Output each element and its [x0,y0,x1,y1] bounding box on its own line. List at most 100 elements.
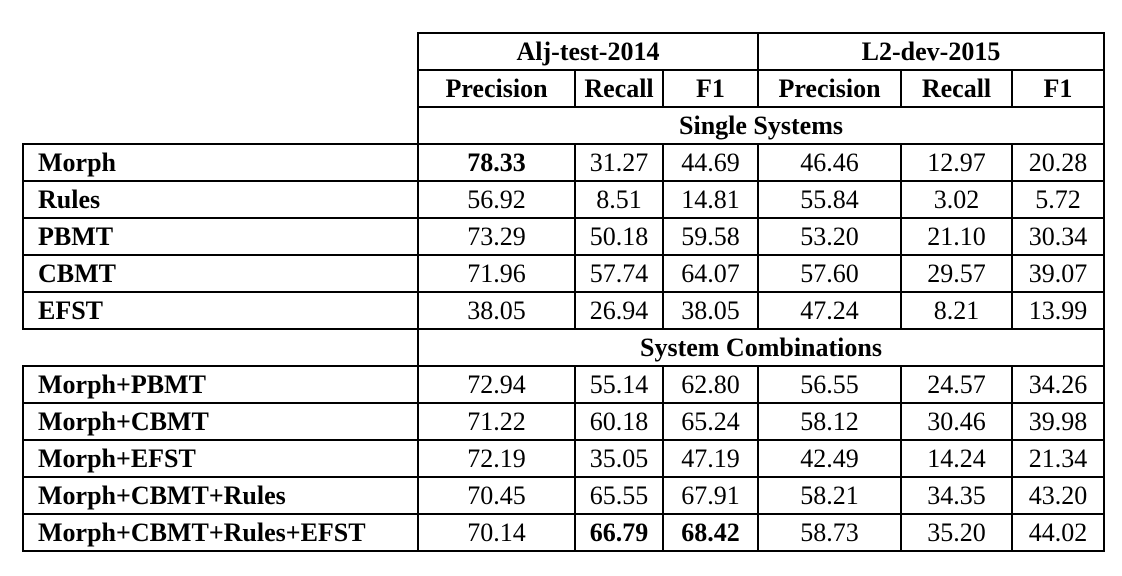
l2-f1-cell: 39.07 [1011,254,1105,293]
system-name-cell: PBMT [22,217,419,256]
alj-precision-cell: 71.22 [417,402,576,441]
corner-blank-cell [23,33,418,70]
alj-recall-cell: 55.14 [574,365,664,404]
l2-f1-cell: 44.02 [1011,513,1105,552]
l2-precision-cell: 58.12 [757,402,902,441]
l2-f1-cell: 30.34 [1011,217,1105,256]
alj-f1-cell: 64.07 [662,254,759,293]
l2-precision-cell: 47.24 [757,291,902,330]
table-row: Morph+EFST 72.19 35.05 47.19 42.49 14.24 21.34 [22,439,1105,478]
alj-precision-cell: 73.29 [417,217,576,256]
l2-f1-cell: 5.72 [1011,180,1105,219]
system-name-cell: EFST [22,291,419,330]
l2-precision-cell: 53.20 [757,217,902,256]
l2-precision-cell: 56.55 [757,365,902,404]
alj-f1-cell: 47.19 [662,439,759,478]
l2-recall-cell: 24.57 [900,365,1013,404]
l2-precision-cell: 58.21 [757,476,902,515]
system-name-cell: Morph+CBMT+Rules+EFST [22,513,419,552]
alj-precision-cell: 56.92 [417,180,576,219]
table-row: Morph+CBMT+Rules 70.45 65.55 67.91 58.21 34.3… [22,476,1105,515]
group-header-l2-dev-2015: L2-dev-2015 [757,32,1105,71]
l2-recall-cell: 14.24 [900,439,1013,478]
table-row: CBMT 71.96 57.74 64.07 57.60 29.57 39.07 [22,254,1105,293]
table-row: Morph+PBMT 72.94 55.14 62.80 56.55 24.57 34.26 [22,365,1105,404]
system-name-cell: Rules [22,180,419,219]
table-row: Morph 78.33 31.27 44.69 46.46 12.97 20.28 [22,143,1105,182]
alj-precision-cell: 72.94 [417,365,576,404]
table-row: Rules 56.92 8.51 14.81 55.84 3.02 5.72 [22,180,1105,219]
l2-recall-cell: 34.35 [900,476,1013,515]
l2-recall-cell: 12.97 [900,143,1013,182]
group-header-alj-test-2014: Alj-test-2014 [417,32,759,71]
section-header-row: System Combinations [23,328,1105,367]
alj-recall-cell: 35.05 [574,439,664,478]
column-header-precision: Precision [757,69,902,108]
l2-f1-cell: 43.20 [1011,476,1105,515]
l2-recall-cell: 8.21 [900,291,1013,330]
alj-f1-cell: 14.81 [662,180,759,219]
results-table: Alj-test-2014 L2-dev-2015 Precision Reca… [22,32,1105,552]
l2-recall-cell: 21.10 [900,217,1013,256]
l2-f1-cell: 34.26 [1011,365,1105,404]
l2-precision-cell: 58.73 [757,513,902,552]
system-name-cell: Morph+EFST [22,439,419,478]
alj-recall-cell: 65.55 [574,476,664,515]
section-header-row: Single Systems [23,106,1105,145]
alj-precision-cell: 72.19 [417,439,576,478]
l2-precision-cell: 42.49 [757,439,902,478]
alj-precision-cell: 78.33 [417,143,576,182]
l2-precision-cell: 55.84 [757,180,902,219]
system-name-cell: Morph+CBMT+Rules [22,476,419,515]
column-header-f1: F1 [662,69,759,108]
section-title: System Combinations [417,328,1105,367]
alj-recall-cell: 60.18 [574,402,664,441]
system-name-cell: Morph+PBMT [22,365,419,404]
alj-f1-cell: 62.80 [662,365,759,404]
results-table-body: Alj-test-2014 L2-dev-2015 Precision Reca… [22,32,1105,552]
l2-precision-cell: 46.46 [757,143,902,182]
alj-recall-cell: 26.94 [574,291,664,330]
group-header-row: Alj-test-2014 L2-dev-2015 [23,32,1105,71]
l2-f1-cell: 20.28 [1011,143,1105,182]
alj-precision-cell: 38.05 [417,291,576,330]
table-row: Morph+CBMT 71.22 60.18 65.24 58.12 30.46 39.98 [22,402,1105,441]
system-name-cell: Morph [22,143,419,182]
table-row: PBMT 73.29 50.18 59.58 53.20 21.10 30.34 [22,217,1105,256]
alj-f1-cell: 44.69 [662,143,759,182]
column-header-recall: Recall [574,69,664,108]
section-blank-cell [23,107,418,144]
table-row: Morph+CBMT+Rules+EFST 70.14 66.79 68.42 58.7… [22,513,1105,552]
l2-f1-cell: 21.34 [1011,439,1105,478]
alj-recall-cell: 8.51 [574,180,664,219]
l2-recall-cell: 3.02 [900,180,1013,219]
column-header-row: Precision Recall F1 Precision Recall F1 [23,69,1105,108]
alj-recall-cell: 66.79 [574,513,664,552]
column-header-f1: F1 [1011,69,1105,108]
l2-f1-cell: 13.99 [1011,291,1105,330]
alj-recall-cell: 57.74 [574,254,664,293]
alj-precision-cell: 70.45 [417,476,576,515]
alj-f1-cell: 65.24 [662,402,759,441]
alj-precision-cell: 71.96 [417,254,576,293]
system-name-cell: CBMT [22,254,419,293]
section-blank-cell [23,329,418,366]
alj-f1-cell: 59.58 [662,217,759,256]
corner-blank-cell [23,70,418,107]
l2-recall-cell: 29.57 [900,254,1013,293]
alj-f1-cell: 38.05 [662,291,759,330]
column-header-recall: Recall [900,69,1013,108]
section-title: Single Systems [417,106,1105,145]
alj-precision-cell: 70.14 [417,513,576,552]
alj-f1-cell: 68.42 [662,513,759,552]
alj-recall-cell: 31.27 [574,143,664,182]
alj-f1-cell: 67.91 [662,476,759,515]
table-row: EFST 38.05 26.94 38.05 47.24 8.21 13.99 [22,291,1105,330]
alj-recall-cell: 50.18 [574,217,664,256]
l2-f1-cell: 39.98 [1011,402,1105,441]
l2-recall-cell: 30.46 [900,402,1013,441]
l2-precision-cell: 57.60 [757,254,902,293]
column-header-precision: Precision [417,69,576,108]
system-name-cell: Morph+CBMT [22,402,419,441]
l2-recall-cell: 35.20 [900,513,1013,552]
